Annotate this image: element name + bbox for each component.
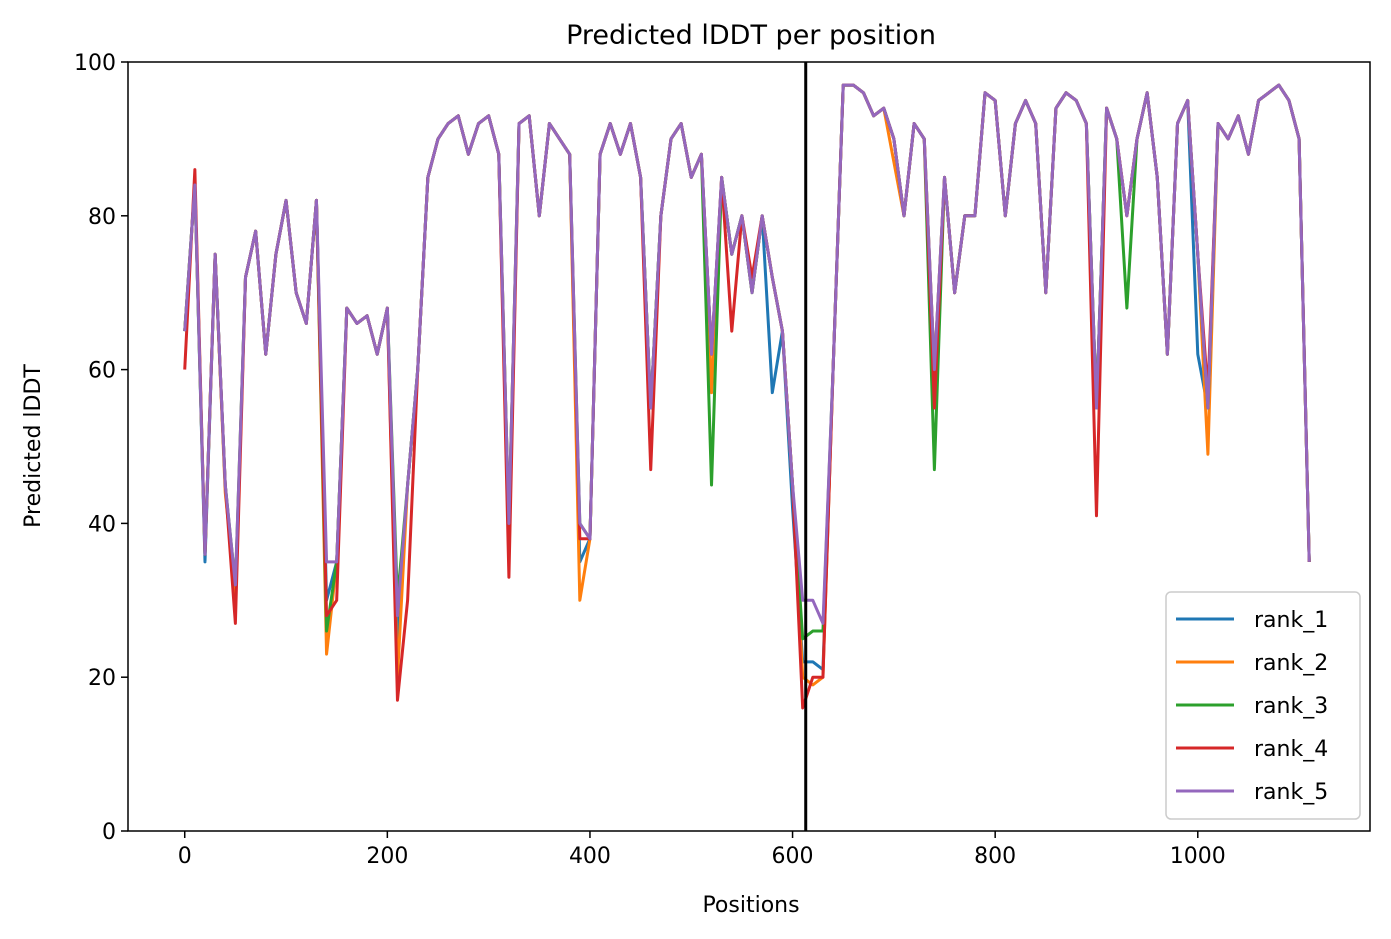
y-tick-label: 60 (88, 359, 116, 384)
y-tick-label: 20 (88, 666, 116, 691)
chart-title: Predicted lDDT per position (566, 20, 936, 51)
series-line (183, 83, 1311, 625)
y-tick-label: 80 (88, 205, 116, 230)
series-line (183, 83, 1311, 710)
series-line (183, 83, 1311, 672)
series-line (183, 83, 1311, 641)
y-tick-label: 100 (74, 51, 116, 76)
legend-box (1165, 591, 1361, 820)
legend-label: rank_5 (1254, 780, 1328, 805)
legend-label: rank_2 (1254, 651, 1328, 676)
series-line (183, 83, 1311, 687)
y-axis-label: Predicted lDDT (21, 364, 46, 528)
x-tick-label: 600 (772, 844, 814, 869)
legend-label: rank_4 (1254, 737, 1328, 762)
y-tick-label: 40 (88, 512, 116, 537)
y-tick-label: 0 (102, 820, 116, 845)
legend: rank_1 rank_2 rank_3 rank_4 rank_5 (1165, 591, 1361, 820)
legend-label: rank_1 (1254, 608, 1328, 633)
plot-frame (127, 61, 1371, 832)
x-tick-label: 200 (366, 844, 408, 869)
x-tick-label: 800 (974, 844, 1016, 869)
x-tick-label: 1000 (1170, 844, 1226, 869)
x-tick-label: 400 (569, 844, 611, 869)
x-axis-label: Positions (702, 893, 799, 918)
x-tick-label: 0 (178, 844, 192, 869)
legend-label: rank_3 (1254, 694, 1328, 719)
